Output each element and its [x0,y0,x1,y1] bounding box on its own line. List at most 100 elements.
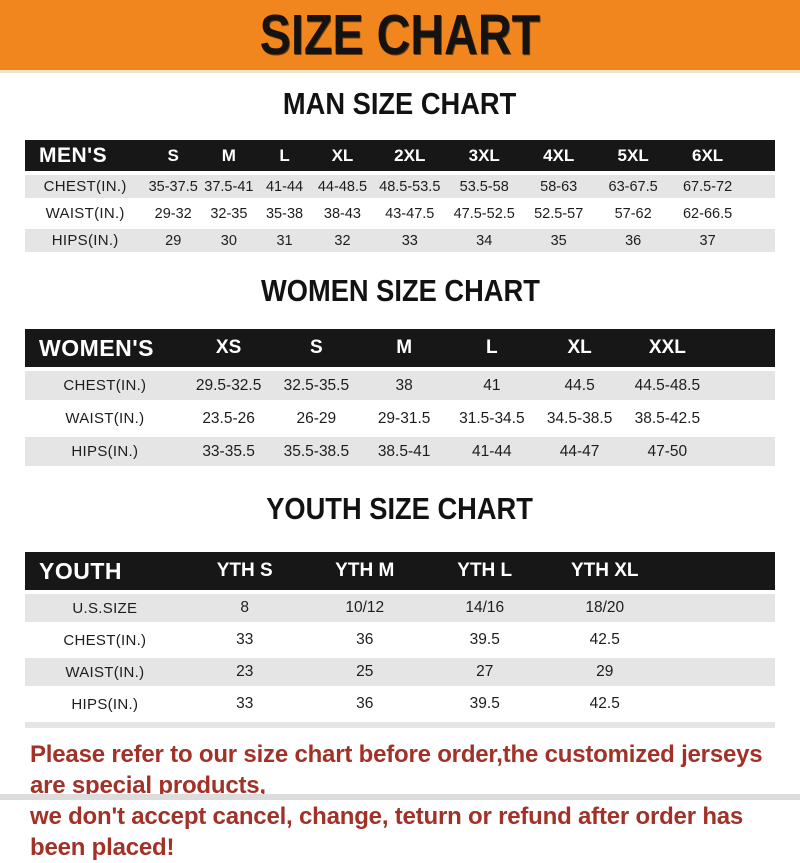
header-spacer-cell [664,552,775,590]
row-spacer-cell [664,594,775,622]
column-header: 5XL [595,140,671,171]
size-cell: 34 [447,229,522,252]
size-cell: 41 [447,371,536,400]
banner: SIZE CHART [0,0,800,73]
column-header: YTH S [184,552,305,590]
row-spacer-cell [711,404,775,433]
column-header: 3XL [447,140,522,171]
size-cell: 44.5 [535,371,624,400]
men-section-title-text: MAN SIZE CHART [283,86,517,121]
size-cell: 43-47.5 [372,202,447,225]
banner-title: SIZE CHART [259,2,541,67]
size-cell: 8 [184,594,305,622]
size-cell: 35-38 [256,202,313,225]
size-cell: 36 [304,626,425,654]
size-cell: 39.5 [424,690,545,718]
column-header: 2XL [372,140,447,171]
men-section-title: MAN SIZE CHART [0,87,800,121]
row-spacer-cell [664,690,775,718]
size-cell: 44.5-48.5 [623,371,712,400]
size-cell: 30 [201,229,257,252]
size-cell: 67.5-72 [670,175,745,198]
column-header: XXL [623,329,712,367]
section-men: MAN SIZE CHART MEN'S S M L XL 2XL 3XL 4XL 5XL 6XL… [0,87,800,256]
size-cell: 10/12 [304,594,425,622]
size-cell: 42.5 [544,626,665,654]
size-cell: 29 [145,229,202,252]
column-header: YTH L [424,552,545,590]
column-header: L [447,329,536,367]
size-cell: 38.5-41 [360,437,448,466]
size-cell: 41-44 [256,175,313,198]
size-cell: 37 [670,229,745,252]
row-label: CHEST(IN.) [25,626,185,654]
size-cell: 44-48.5 [312,175,373,198]
table-header-row: WOMEN'S XS S M L XL XXL [25,329,775,367]
section-youth: YOUTH SIZE CHART YOUTH YTH S YTH M YTH L YTH… [0,492,800,728]
table-row: WAIST(IN.) 29-32 32-35 35-38 38-43 43-47.5 47.… [25,202,775,225]
size-cell: 33 [184,690,305,718]
size-cell: 48.5-53.5 [372,175,447,198]
row-label: CHEST(IN.) [25,371,185,400]
row-label: HIPS(IN.) [25,229,146,252]
row-spacer-cell [711,371,775,400]
youth-size-table: YOUTH YTH S YTH M YTH L YTH XL U.S.SIZE 8 10/12… [25,548,775,722]
size-cell: 35 [521,229,596,252]
column-header: L [256,140,313,171]
column-header: S [145,140,202,171]
size-cell: 63-67.5 [595,175,671,198]
row-spacer-cell [711,437,775,466]
table-header-row: YOUTH YTH S YTH M YTH L YTH XL [25,552,775,590]
size-cell: 29-31.5 [360,404,448,433]
bottom-edge-strip [0,794,800,800]
table-row: HIPS(IN.) 33 36 39.5 42.5 [25,690,775,718]
size-cell: 27 [424,658,545,686]
column-header: YTH XL [544,552,665,590]
youth-section-title-text: YOUTH SIZE CHART [266,491,534,526]
size-cell: 34.5-38.5 [535,404,624,433]
size-cell: 38-43 [312,202,373,225]
column-header: YTH M [304,552,425,590]
table-row: HIPS(IN.) 29 30 31 32 33 34 35 36 37 [25,229,775,252]
size-cell: 36 [595,229,671,252]
size-cell: 35-37.5 [145,175,202,198]
row-label: U.S.SIZE [25,594,185,622]
size-cell: 57-62 [595,202,671,225]
size-cell: 33 [372,229,447,252]
women-section-title: WOMEN SIZE CHART [0,274,800,308]
row-spacer-cell [744,229,775,252]
size-cell: 47-50 [623,437,712,466]
column-header: M [201,140,257,171]
footer-line-2: we don't accept cancel, change, teturn o… [30,803,744,861]
size-cell: 58-63 [521,175,596,198]
size-cell: 33 [184,626,305,654]
table-group-label: MEN'S [25,140,146,171]
header-spacer-cell [744,140,775,171]
header-spacer-cell [711,329,775,367]
table-row: CHEST(IN.) 33 36 39.5 42.5 [25,626,775,654]
column-header: M [360,329,448,367]
size-cell: 25 [304,658,425,686]
row-label: HIPS(IN.) [25,690,185,718]
table-row: HIPS(IN.) 33-35.5 35.5-38.5 38.5-41 41-44 44-… [25,437,775,466]
table-row: CHEST(IN.) 29.5-32.5 32.5-35.5 38 41 44.5 44.5… [25,371,775,400]
size-cell: 62-66.5 [670,202,745,225]
row-spacer-cell [744,202,775,225]
row-label: CHEST(IN.) [25,175,146,198]
table-row: WAIST(IN.) 23 25 27 29 [25,658,775,686]
size-cell: 31.5-34.5 [447,404,536,433]
column-header: XL [535,329,624,367]
row-label: WAIST(IN.) [25,404,185,433]
row-label: WAIST(IN.) [25,658,185,686]
section-women: WOMEN SIZE CHART WOMEN'S XS S M L XL XXL CHEST(… [0,274,800,470]
size-cell: 42.5 [544,690,665,718]
size-cell: 36 [304,690,425,718]
column-header: 4XL [521,140,596,171]
size-cell: 52.5-57 [521,202,596,225]
size-cell: 47.5-52.5 [447,202,522,225]
charts-area: MAN SIZE CHART MEN'S S M L XL 2XL 3XL 4XL 5XL 6XL… [0,87,800,728]
column-header: XL [312,140,373,171]
size-cell: 35.5-38.5 [272,437,361,466]
women-size-table: WOMEN'S XS S M L XL XXL CHEST(IN.) 29.5-32.5 32.5… [25,325,775,470]
